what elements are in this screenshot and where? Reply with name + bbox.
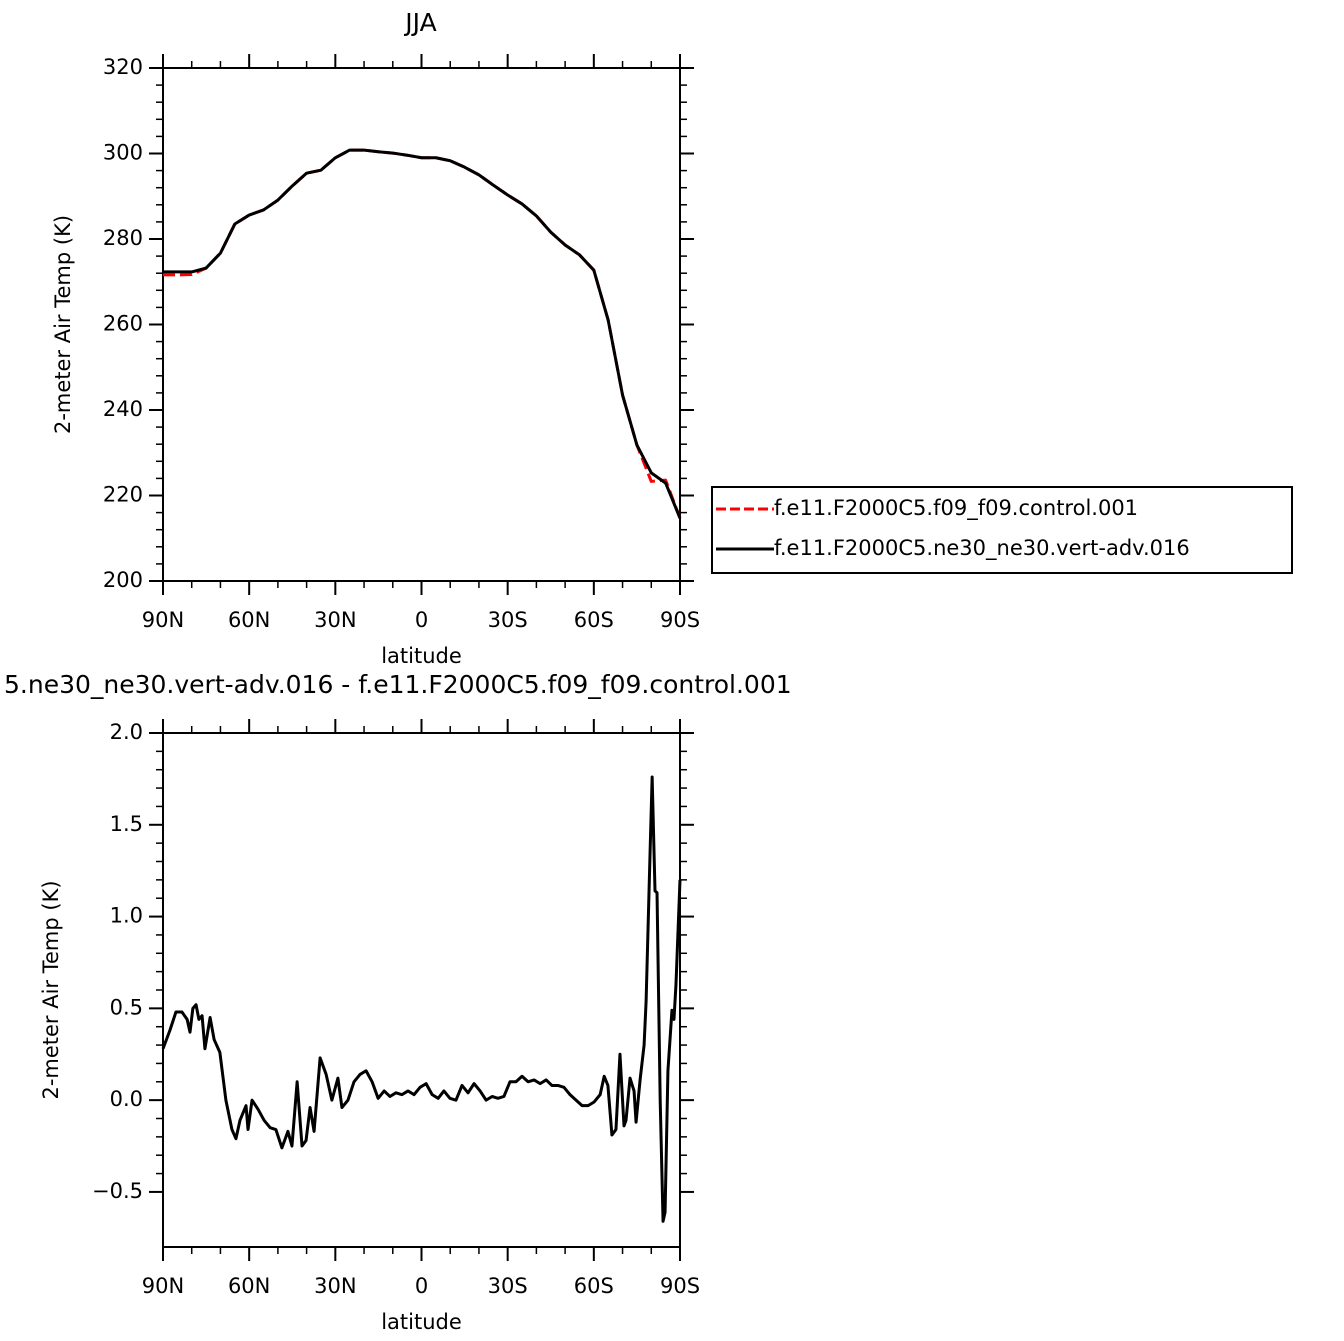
y-tick-label: 300	[103, 141, 143, 165]
y-tick-label: 2.0	[110, 720, 143, 744]
y-tick-label: 1.0	[110, 904, 143, 928]
x-tick-label: 30S	[488, 1274, 528, 1298]
x-axis-title: latitude	[381, 1310, 462, 1334]
y-tick-label: 1.5	[110, 812, 143, 836]
chart-title: 5.ne30_ne30.vert-adv.016 - f.e11.F2000C5…	[4, 670, 792, 699]
x-tick-label: 60S	[574, 1274, 614, 1298]
x-axis-title: latitude	[381, 644, 462, 668]
y-tick-label: 320	[103, 55, 143, 79]
y-tick-label: −0.5	[92, 1179, 143, 1203]
plot-frame	[162, 67, 681, 582]
x-tick-label: 30S	[488, 608, 528, 632]
y-axis-title: 2-meter Air Temp (K)	[51, 215, 75, 434]
x-tick-label: 60N	[228, 608, 270, 632]
x-tick-label: 30N	[314, 1274, 356, 1298]
x-tick-label: 90N	[142, 608, 184, 632]
chart-title: JJA	[403, 8, 436, 37]
y-tick-label: 220	[103, 483, 143, 507]
x-tick-label: 90N	[142, 1274, 184, 1298]
data-line	[163, 148, 682, 519]
x-tick-label: 0	[415, 608, 428, 632]
x-tick-label: 0	[415, 1274, 428, 1298]
legend-box	[711, 486, 1293, 574]
x-tick-label: 90S	[660, 1274, 700, 1298]
data-line	[163, 148, 682, 519]
x-tick-label: 60N	[228, 1274, 270, 1298]
y-tick-label: 260	[103, 312, 143, 336]
y-tick-label: 0.0	[110, 1087, 143, 1111]
x-tick-label: 30N	[314, 608, 356, 632]
y-tick-label: 240	[103, 397, 143, 421]
data-line	[161, 775, 682, 1223]
y-axis-title: 2-meter Air Temp (K)	[39, 880, 63, 1099]
y-tick-label: 280	[103, 226, 143, 250]
y-tick-label: 200	[103, 568, 143, 592]
y-tick-label: 0.5	[110, 995, 143, 1019]
x-tick-label: 90S	[660, 608, 700, 632]
plot-frame	[162, 732, 681, 1248]
legend: f.e11.F2000C5.f09_f09.control.001 f.e11.F…	[711, 486, 1293, 574]
legend-label: f.e11.F2000C5.ne30_ne30.vert-adv.016	[774, 536, 1190, 561]
legend-label: f.e11.F2000C5.f09_f09.control.001	[774, 496, 1138, 521]
x-tick-label: 60S	[574, 608, 614, 632]
